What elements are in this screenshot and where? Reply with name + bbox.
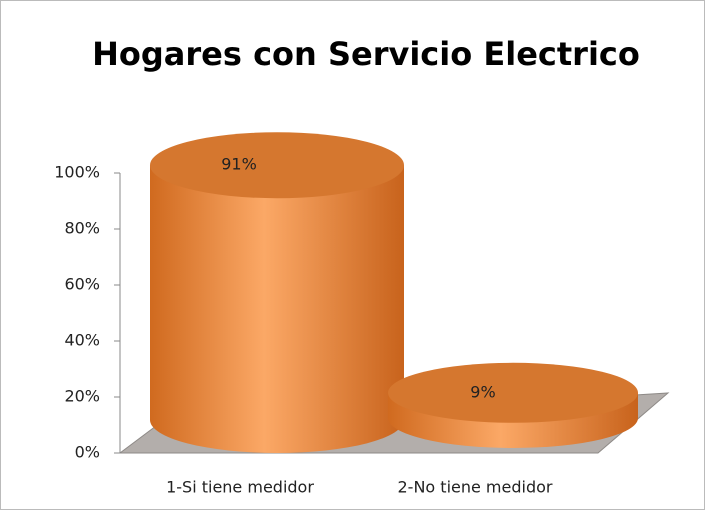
bar-top: [388, 362, 638, 423]
y-tick-label: 60%: [64, 275, 100, 294]
y-tick-label: 80%: [64, 219, 100, 238]
bar: [150, 165, 404, 453]
y-tick-label: 100%: [54, 163, 100, 182]
data-label: 9%: [470, 382, 495, 401]
bar-top: [150, 132, 404, 199]
chart-title: Hogares con Servicio Electrico: [92, 35, 640, 73]
y-tick-label: 0%: [75, 443, 100, 462]
y-tick-label: 20%: [64, 387, 100, 406]
x-tick-label: 2-No tiene medidor: [398, 478, 553, 497]
data-label: 91%: [221, 155, 257, 174]
y-tick-label: 40%: [64, 331, 100, 350]
x-tick-label: 1-Si tiene medidor: [166, 478, 314, 497]
